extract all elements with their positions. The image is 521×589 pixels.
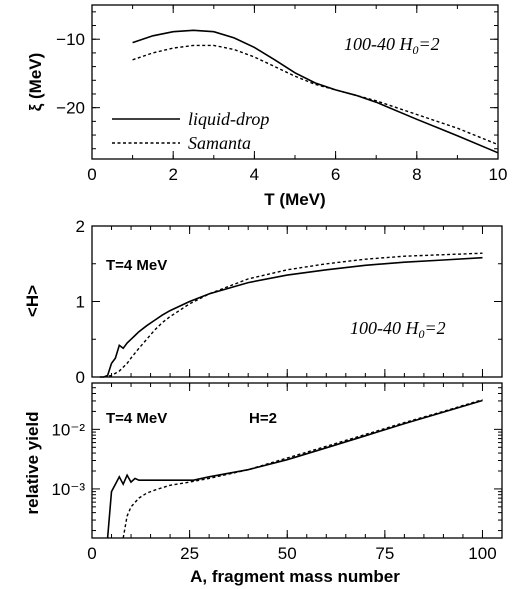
panel3-ylabel: relative yield	[23, 411, 42, 514]
series-liquid-drop	[106, 399, 483, 539]
panel1-ticks: 0 2 4 6 8 10 −10 −20	[56, 5, 507, 184]
x-tick-label: 8	[412, 165, 421, 184]
series-samanta	[132, 44, 499, 146]
x-tick-label: 6	[331, 165, 340, 184]
panel2-curves	[99, 252, 483, 378]
legend-liquid-drop: liquid-drop	[188, 109, 269, 129]
panel2-annotation-temperature: T=4 MeV	[106, 257, 167, 274]
y-tick-label: 2	[76, 217, 85, 236]
panel2-annotation: 100-40 H0=2	[350, 318, 446, 341]
series-liquid-drop	[99, 256, 483, 378]
x-tick-label: 75	[375, 544, 394, 563]
y-tick-label: −20	[56, 99, 85, 118]
x-tick-label: 0	[87, 544, 96, 563]
x-tick-label: 4	[250, 165, 259, 184]
x-tick-label: 50	[278, 544, 297, 563]
panel2-frame	[91, 225, 503, 378]
x-tick-label: 2	[168, 165, 177, 184]
y-tick-label: 0	[76, 368, 85, 387]
x-tick-label: 0	[87, 165, 96, 184]
panel1-curves	[132, 29, 499, 154]
panel3-annotation-temperature: T=4 MeV	[106, 410, 167, 427]
panel3-ticks: 0 25 50 75 100 10⁻³ 10⁻²	[51, 382, 503, 563]
x-tick-label: 25	[180, 544, 199, 563]
panel3-curves	[106, 399, 483, 539]
y-tick-label: −10	[56, 30, 85, 49]
x-tick-label: 100	[468, 544, 496, 563]
panel2-ticks: 0 1 2	[76, 217, 503, 387]
panel-mean-h-vs-mass: 0 1 2 T=4 MeV 100-40 H0=2 <H>	[23, 217, 503, 387]
series-liquid-drop	[132, 29, 499, 154]
series-samanta	[103, 252, 483, 378]
panel1-ylabel: ξ (MeV)	[26, 53, 45, 112]
y-tick-label: 1	[76, 293, 85, 312]
series-samanta	[122, 399, 483, 539]
legend-samanta: Samanta	[188, 133, 251, 153]
panel2-ylabel: <H>	[23, 285, 42, 317]
y-tick-label: 10⁻²	[51, 420, 85, 439]
panel-xi-vs-temperature: 0 2 4 6 8 10 −10 −20 100-40 H0=2 liquid-drop Sa…	[26, 4, 507, 209]
panel1-xlabel: T (MeV)	[264, 190, 325, 209]
panel3-frame	[91, 382, 503, 539]
panel-relative-yield-vs-mass: 0 25 50 75 100 10⁻³ 10⁻² T=4 MeV H=2 A, fragme…	[23, 382, 503, 586]
panel1-frame	[91, 4, 499, 160]
panel1-annotation: 100-40 H0=2	[344, 34, 440, 57]
x-tick-label: 10	[489, 165, 508, 184]
panel3-xlabel: A, fragment mass number	[190, 567, 400, 586]
y-tick-label: 10⁻³	[51, 480, 85, 499]
panel3-annotation-h: H=2	[249, 410, 277, 427]
